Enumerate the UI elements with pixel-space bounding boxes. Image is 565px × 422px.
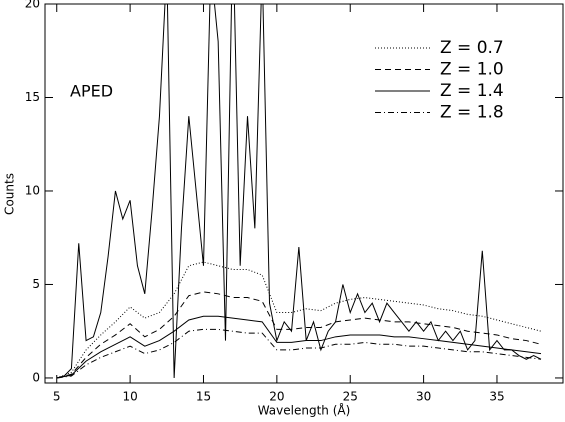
x-tick-label: 35 [489, 390, 504, 404]
y-tick-label: 15 [25, 90, 40, 104]
x-tick-label: 10 [122, 390, 137, 404]
series-line [56, 261, 542, 379]
x-tick-label: 30 [416, 390, 431, 404]
x-tick-label: 25 [343, 390, 358, 404]
x-axis-label: Wavelength (Å) [258, 403, 351, 418]
legend-label: Z = 1.4 [440, 81, 504, 101]
plot-frame [44, 3, 564, 384]
legend-label: Z = 1.0 [440, 60, 504, 80]
y-tick-label: 20 [25, 0, 40, 11]
legend-label: Z = 1.8 [440, 103, 504, 123]
x-tick-label: 20 [269, 390, 284, 404]
plot-area [56, 4, 542, 379]
x-tick-label: 5 [53, 390, 61, 404]
y-axis-label: Counts [3, 173, 17, 215]
legend-label: Z = 0.7 [440, 38, 504, 58]
x-tick-label: 15 [196, 390, 211, 404]
series-line [56, 315, 542, 379]
y-tick-label: 0 [32, 370, 40, 384]
y-tick-label: 5 [32, 277, 40, 291]
series-line [56, 291, 542, 379]
y-tick-label: 10 [25, 183, 40, 197]
series-line [56, 328, 542, 379]
series-line [56, 4, 542, 379]
annotation: APED [70, 82, 113, 101]
